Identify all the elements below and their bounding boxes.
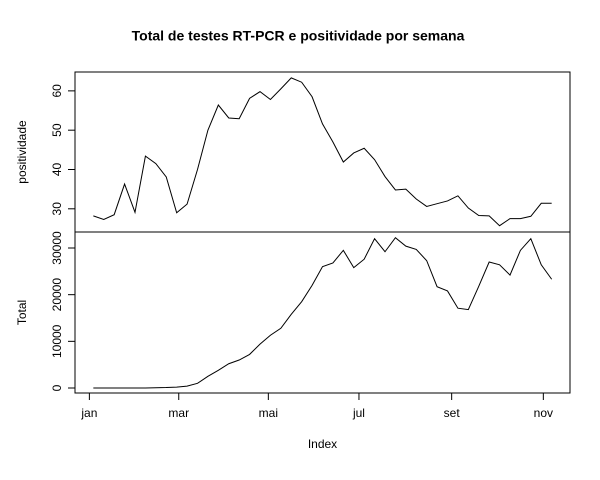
y-axis-label: Total bbox=[15, 300, 29, 325]
y-tick-label: 30 bbox=[50, 202, 64, 216]
x-tick-label: mai bbox=[259, 406, 278, 420]
y-axis-label: positividade bbox=[15, 120, 29, 184]
x-tick-label: nov bbox=[534, 406, 553, 420]
y-tick-label: 20000 bbox=[50, 278, 64, 312]
data-line bbox=[93, 77, 552, 227]
panel-box bbox=[74, 231, 571, 394]
y-tick-label: 30000 bbox=[50, 231, 64, 265]
data-line bbox=[93, 237, 553, 389]
chart-title: Total de testes RT-PCR e positividade po… bbox=[132, 28, 465, 44]
y-tick-label: 40 bbox=[50, 162, 64, 176]
x-tick-label: jan bbox=[80, 406, 97, 420]
y-tick-label: 0 bbox=[50, 384, 64, 391]
y-tick-label: 10000 bbox=[50, 324, 64, 358]
x-axis-label: Index bbox=[308, 437, 337, 451]
x-tick-label: set bbox=[444, 406, 461, 420]
panel-box bbox=[74, 71, 571, 233]
y-tick-label: 60 bbox=[50, 84, 64, 98]
y-tick-label: 50 bbox=[50, 123, 64, 137]
x-tick-label: mar bbox=[168, 406, 189, 420]
x-tick-label: jul bbox=[352, 406, 365, 420]
